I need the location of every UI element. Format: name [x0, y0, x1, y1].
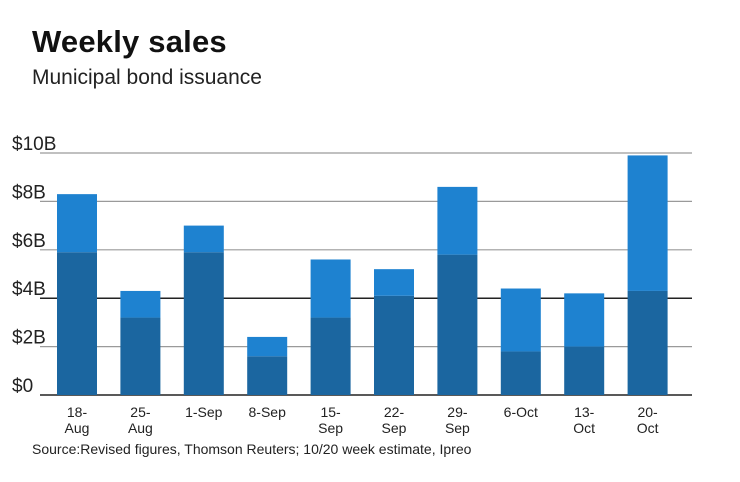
x-tick-label: 15-Sep	[318, 404, 343, 436]
bar-segment-upper	[437, 186, 478, 255]
bar-segment-upper	[57, 194, 97, 253]
chart-subtitle: Municipal bond issuance	[32, 66, 262, 89]
bar-segment-lower	[183, 252, 224, 395]
bar-segment-upper	[183, 225, 224, 253]
y-tick-label: $10B	[12, 134, 56, 155]
chart-source-note: Source:Revised figures, Thomson Reuters;…	[32, 441, 472, 457]
bar-segment-lower	[247, 356, 288, 395]
bar-segment-lower	[57, 252, 97, 395]
x-tick-label: 1-Sep	[185, 404, 223, 420]
y-tick-label: $2B	[12, 328, 46, 349]
bar-segment-upper	[374, 269, 414, 296]
x-tick-label: 22-Sep	[382, 404, 407, 436]
x-tick-label: 8-Sep	[249, 404, 287, 420]
x-tick-label: 6-Oct	[504, 404, 538, 420]
x-tick-label: 18-Aug	[65, 404, 90, 436]
bars	[57, 155, 668, 395]
bar-segment-upper	[500, 288, 541, 352]
x-tick-label: 29-Sep	[445, 404, 470, 436]
x-axis-ticks: 18-Aug 25-Aug 1-Sep 8-Sep 15-Sep 22-Sep 29-Sep…	[65, 404, 659, 436]
bar-segment-lower	[120, 317, 161, 395]
bar-segment-upper	[564, 293, 605, 347]
bar-segment-upper	[627, 155, 668, 291]
bar-segment-lower	[564, 346, 605, 395]
x-tick-label: 20-Oct	[637, 404, 659, 436]
bar-segment-lower	[627, 290, 668, 395]
bar-segment-upper	[247, 336, 288, 357]
bar-segment-lower	[374, 295, 414, 395]
y-tick-label: $6B	[12, 231, 46, 252]
y-tick-label: $8B	[12, 182, 46, 203]
x-tick-label: 13-Oct	[573, 404, 595, 436]
y-axis-ticks: $0 $2B $4B $6B $8B $10B	[12, 134, 56, 397]
x-tick-label: 25-Aug	[128, 404, 153, 436]
bar-segment-upper	[310, 259, 351, 318]
y-tick-label: $0	[12, 376, 33, 397]
y-tick-label: $4B	[12, 279, 46, 300]
bar-segment-lower	[437, 254, 478, 395]
bar-segment-lower	[500, 351, 541, 395]
chart-title: Weekly sales	[32, 24, 227, 59]
bar-segment-lower	[310, 317, 351, 395]
bar-segment-upper	[120, 290, 161, 318]
